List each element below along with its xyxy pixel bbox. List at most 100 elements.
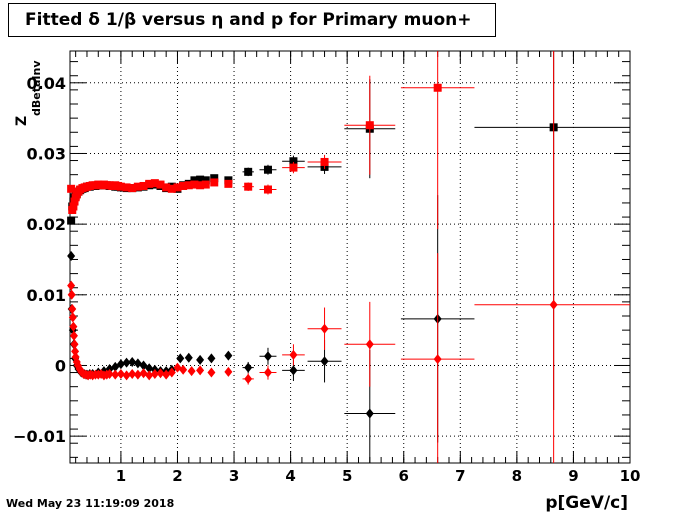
data-point-diamond [365, 408, 374, 419]
data-point-diamond [196, 354, 205, 365]
grid-lines [70, 51, 630, 463]
data-point-square [224, 179, 233, 188]
data-point-diamond [122, 357, 131, 368]
data-point-diamond [128, 368, 137, 379]
data-point-square [67, 216, 76, 225]
y-axis-label-subscript: dBetaInv [30, 60, 43, 116]
data-point-diamond [244, 373, 253, 384]
y-tick-label: 0.04 [27, 74, 66, 93]
data-point-diamond [320, 323, 329, 334]
data-point-diamond [263, 367, 272, 378]
data-point-diamond [68, 303, 77, 314]
data-point-square [116, 182, 125, 191]
data-point-diamond [128, 356, 137, 367]
data-point-square [145, 179, 154, 188]
data-point-square [190, 180, 199, 189]
data-point-square [244, 167, 253, 176]
data-point-diamond [67, 289, 76, 300]
data-point-diamond [69, 330, 78, 341]
data-point-diamond [207, 353, 216, 364]
chart-title-box: Fitted δ 1/β versus η and p for Primary … [8, 3, 496, 37]
data-point-diamond [67, 280, 76, 291]
data-point-square [210, 174, 219, 183]
y-axis-label: Z dBetaInv [14, 60, 43, 126]
y-axis-label-main: Z [14, 116, 30, 126]
data-point-square [201, 176, 210, 185]
chart-title: Fitted δ 1/β versus η and p for Primary … [25, 10, 472, 30]
data-point-square [122, 183, 131, 192]
data-point-diamond [122, 370, 131, 381]
data-point-square [289, 163, 298, 172]
data-point-diamond [70, 339, 79, 350]
data-point-square [289, 157, 298, 166]
data-point-square [210, 178, 219, 187]
data-point-square [196, 181, 205, 190]
data-point-diamond [156, 368, 165, 379]
data-point-diamond [549, 299, 558, 310]
data-point-diamond [69, 321, 78, 332]
data-point-diamond [167, 367, 176, 378]
data-point-square [128, 184, 137, 193]
data-point-diamond [105, 368, 114, 379]
x-tick-label: 6 [399, 467, 409, 485]
y-tick-label: −0.01 [13, 427, 66, 446]
data-point-diamond [244, 362, 253, 373]
data-point-square [263, 185, 272, 194]
data-point-square [173, 183, 182, 192]
data-point-square [196, 175, 205, 184]
data-point-diamond [433, 354, 442, 365]
data-point-square [69, 202, 78, 211]
x-tick-label: 1 [116, 467, 126, 485]
y-tick-label: 0.02 [27, 215, 66, 234]
data-point-square [201, 180, 210, 189]
data-point-square [167, 184, 176, 193]
data-point-diamond [116, 359, 125, 370]
data-point-square [190, 176, 199, 185]
data-point-square [320, 157, 329, 166]
x-tick-label: 7 [455, 467, 465, 485]
x-axis-label: p[GeV/c] [545, 493, 628, 513]
data-point-square [263, 165, 272, 174]
data-point-diamond [111, 369, 120, 380]
data-point-square [70, 197, 79, 206]
data-point-square [365, 121, 374, 130]
data-point-diamond [207, 367, 216, 378]
data-point-diamond [150, 368, 159, 379]
y-tick-label: 0 [55, 356, 66, 375]
data-point-square [150, 179, 159, 188]
plot-frame [69, 50, 631, 464]
x-tick-label: 2 [172, 467, 182, 485]
x-tick-label: 8 [512, 467, 522, 485]
data-point-diamond [145, 370, 154, 381]
axes: 1 2 3 4 5 6 7 8 9 10 −0.01 0 0.01 0.02 0.03 0.04 [13, 51, 640, 485]
data-point-diamond [320, 356, 329, 367]
data-point-diamond [187, 366, 196, 377]
y-tick-label: 0.01 [27, 286, 66, 305]
x-tick-label: 10 [620, 467, 641, 485]
data-point-square [433, 83, 442, 92]
data-points [67, 51, 630, 463]
data-point-diamond [176, 353, 185, 364]
data-point-diamond [184, 352, 193, 363]
data-point-square [139, 181, 148, 190]
data-point-diamond [365, 339, 374, 350]
data-point-square [244, 182, 253, 191]
data-point-square [179, 181, 188, 190]
data-point-diamond [224, 366, 233, 377]
data-point-diamond [145, 363, 154, 374]
data-point-diamond [224, 350, 233, 361]
data-point-diamond [68, 312, 77, 323]
data-point-diamond [133, 369, 142, 380]
footer-timestamp: Wed May 23 11:19:09 2018 [6, 497, 175, 510]
x-tick-label: 3 [229, 467, 239, 485]
data-point-diamond [289, 365, 298, 376]
data-point-square [133, 182, 142, 191]
x-tick-label: 5 [342, 467, 352, 485]
x-tick-label: 9 [568, 467, 578, 485]
y-tick-label: 0.03 [27, 144, 66, 163]
data-point-diamond [196, 365, 205, 376]
data-point-diamond [116, 368, 125, 379]
data-point-diamond [263, 351, 272, 362]
data-point-square [184, 181, 193, 190]
